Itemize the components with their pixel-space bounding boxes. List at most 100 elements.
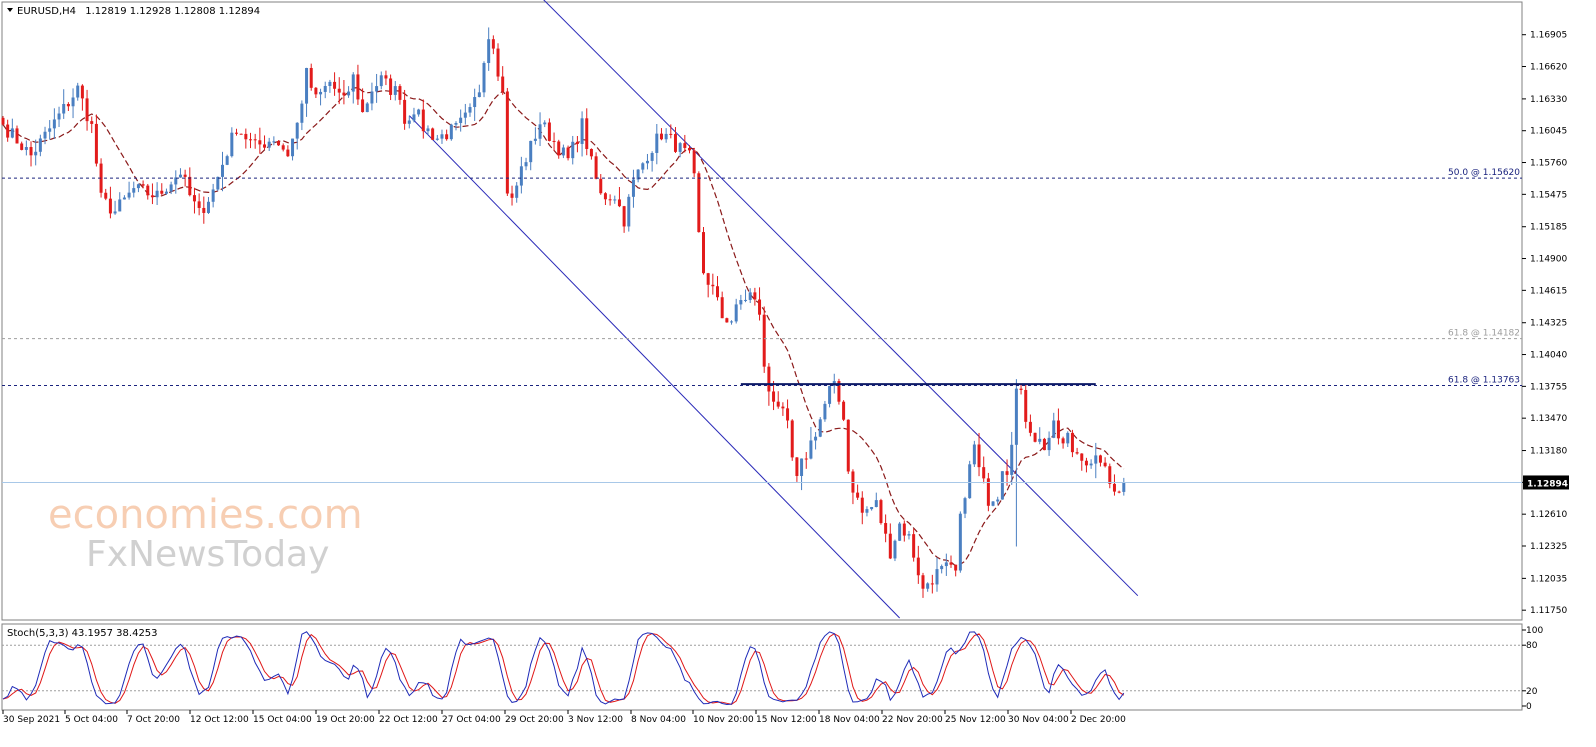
candle bbox=[398, 84, 402, 105]
candle-body bbox=[314, 87, 318, 95]
price-tick-label: 1.15185 bbox=[1530, 223, 1567, 233]
candle bbox=[1010, 431, 1014, 485]
candle bbox=[337, 77, 341, 105]
candle-body bbox=[800, 458, 804, 476]
candle bbox=[267, 137, 271, 152]
candle-body bbox=[501, 76, 505, 92]
candle-body bbox=[982, 467, 986, 479]
candle-body bbox=[239, 133, 243, 135]
candle bbox=[272, 136, 276, 146]
candle-body bbox=[902, 523, 906, 536]
candle-body bbox=[1056, 420, 1060, 439]
candle bbox=[916, 545, 920, 584]
candle bbox=[963, 496, 967, 519]
candle bbox=[463, 103, 467, 125]
candle bbox=[421, 99, 425, 139]
candle bbox=[155, 182, 159, 205]
candle-body bbox=[846, 419, 850, 472]
dropdown-triangle-icon[interactable] bbox=[7, 8, 13, 12]
candle bbox=[720, 291, 724, 319]
candle-body bbox=[1089, 463, 1093, 466]
candle-body bbox=[636, 169, 640, 180]
candle-body bbox=[34, 151, 38, 156]
candle-body bbox=[104, 192, 108, 199]
candle bbox=[711, 273, 715, 295]
candle-body bbox=[482, 63, 486, 93]
candle-body bbox=[263, 144, 267, 148]
candle-body bbox=[1033, 432, 1037, 442]
candle bbox=[641, 162, 645, 174]
candle-body bbox=[1075, 452, 1079, 454]
candle-body bbox=[1108, 466, 1112, 484]
candle-body bbox=[417, 109, 421, 115]
candle bbox=[1094, 442, 1098, 479]
candle bbox=[1070, 429, 1074, 458]
time-tick-label: 22 Oct 12:00 bbox=[379, 715, 438, 725]
candle bbox=[1047, 431, 1051, 456]
candle bbox=[972, 440, 976, 467]
candle bbox=[566, 145, 570, 161]
candle bbox=[206, 197, 210, 214]
time-tick-label: 15 Oct 04:00 bbox=[253, 715, 312, 725]
candle bbox=[99, 158, 103, 198]
candle bbox=[533, 127, 537, 145]
candle bbox=[958, 511, 962, 573]
candle-body bbox=[127, 192, 131, 198]
candle-body bbox=[842, 401, 846, 420]
candle bbox=[1042, 437, 1046, 451]
candle bbox=[1080, 453, 1084, 471]
candle bbox=[1075, 447, 1079, 455]
candle bbox=[440, 129, 444, 144]
candle bbox=[122, 195, 126, 200]
candle bbox=[211, 183, 215, 208]
candle bbox=[253, 133, 257, 149]
candle bbox=[552, 132, 556, 151]
candle bbox=[361, 88, 365, 113]
candle bbox=[1112, 474, 1116, 496]
candle-body bbox=[930, 583, 934, 585]
candle-body bbox=[926, 583, 930, 589]
candle-body bbox=[697, 173, 701, 233]
candle bbox=[725, 317, 729, 323]
candle-body bbox=[258, 140, 262, 145]
candle-body bbox=[1047, 437, 1051, 451]
candle-body bbox=[94, 123, 98, 164]
time-tick-label: 8 Nov 04:00 bbox=[631, 715, 686, 725]
candle bbox=[468, 103, 472, 117]
candle bbox=[291, 138, 295, 161]
candle bbox=[258, 127, 262, 154]
stoch-panel bbox=[1, 623, 1523, 711]
candle bbox=[454, 121, 458, 131]
candle bbox=[930, 574, 934, 594]
current-price-label: 1.12894 bbox=[1527, 479, 1568, 489]
candle bbox=[650, 151, 654, 172]
candle-body bbox=[15, 128, 19, 144]
candle bbox=[305, 67, 309, 117]
candle-body bbox=[20, 143, 24, 150]
candle bbox=[127, 181, 131, 200]
candle-body bbox=[1028, 421, 1032, 433]
candle bbox=[935, 557, 939, 592]
candle bbox=[622, 205, 626, 233]
candle-body bbox=[1061, 438, 1065, 444]
candle-body bbox=[730, 321, 734, 323]
candle-body bbox=[972, 444, 976, 465]
candle bbox=[188, 167, 192, 197]
candle bbox=[949, 555, 953, 568]
candle-body bbox=[1066, 432, 1070, 444]
candle bbox=[505, 87, 509, 196]
candle bbox=[230, 127, 234, 158]
candle-body bbox=[804, 458, 808, 460]
time-tick-label: 30 Sep 2021 bbox=[3, 715, 60, 725]
price-tick-label: 1.13755 bbox=[1530, 382, 1567, 392]
candle-body bbox=[454, 123, 458, 125]
time-tick-label: 19 Oct 20:00 bbox=[316, 715, 375, 725]
candle-body bbox=[66, 103, 70, 107]
candle bbox=[29, 141, 33, 167]
candle-body bbox=[206, 201, 210, 213]
candle-body bbox=[323, 85, 327, 92]
candle bbox=[407, 115, 411, 129]
candle-body bbox=[48, 128, 52, 132]
candle-body bbox=[122, 197, 126, 200]
candle bbox=[776, 391, 780, 409]
